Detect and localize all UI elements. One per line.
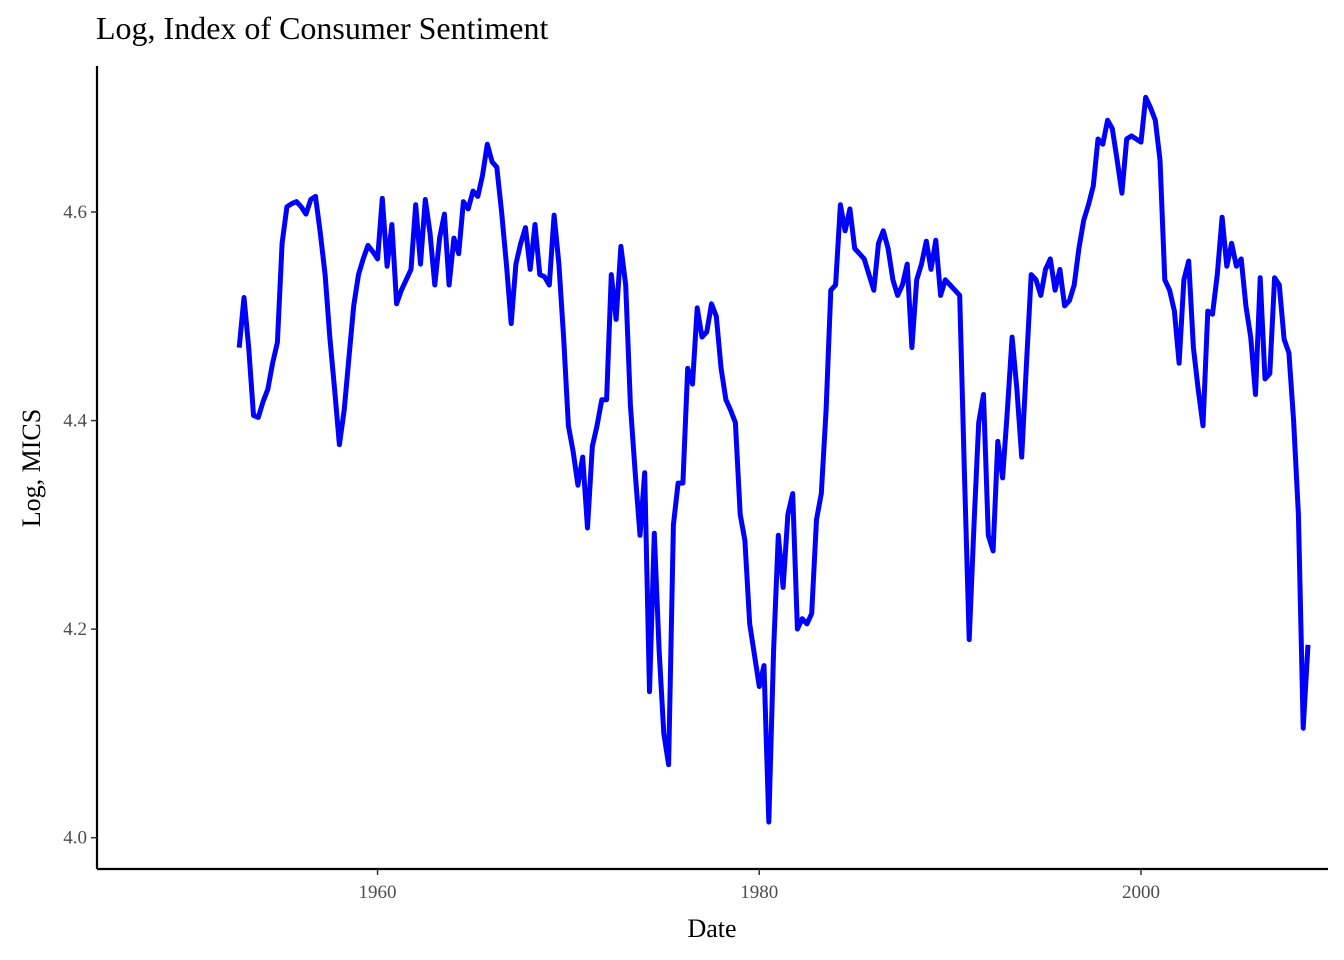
axes-layer	[95, 66, 1328, 871]
x-tick-label: 1980	[740, 882, 778, 903]
chart-title: Log, Index of Consumer Sentiment	[96, 10, 549, 46]
y-tick-label: 4.6	[63, 202, 87, 223]
ticks-layer: 4.0 4.2 4.4 4.6 1960 1980 2000	[63, 202, 1160, 903]
y-axis-title: Log, MICS	[17, 409, 46, 527]
y-tick-label: 4.0	[63, 828, 87, 849]
x-tick-label: 2000	[1122, 882, 1160, 903]
x-tick-label: 1960	[359, 882, 397, 903]
series-layer	[236, 94, 1311, 825]
y-tick-label: 4.4	[63, 411, 87, 432]
x-axis-title: Date	[687, 914, 736, 943]
series-line	[236, 94, 1311, 825]
y-tick-label: 4.2	[63, 619, 87, 640]
labels-layer: Date Log, MICS	[17, 409, 737, 943]
